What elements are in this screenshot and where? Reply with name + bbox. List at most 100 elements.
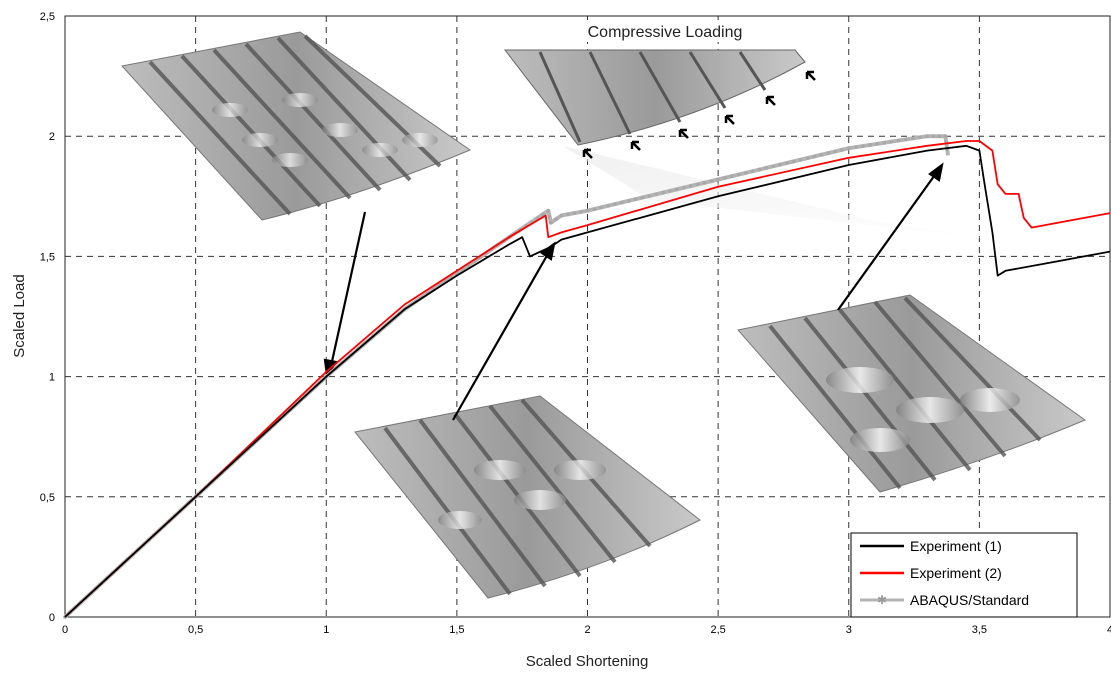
abaqus-marker [792,159,796,164]
arrow-to-point-1 [329,211,367,367]
annotation-bg [570,20,766,42]
abaqus-marker [647,194,652,198]
abaqus-marker [925,134,929,138]
abaqus-marker [661,190,665,195]
abaqus-marker [546,208,551,213]
abaqus-marker [819,153,824,157]
legend-label-experiment-2: Experiment (2) [910,565,1002,581]
compressive-loading-label: Compressive Loading [588,24,743,41]
load-arrows-icon [582,70,816,159]
y-tick-label: 0,5 [40,492,55,504]
abaqus-marker [918,135,922,140]
abaqus-marker [547,214,552,219]
y-tick-labels: 0 0,5 1 1,5 2 2,5 [40,11,55,624]
y-tick-label: 1 [49,372,55,384]
abaqus-marker [579,210,583,214]
series-line-experiment-1 [64,144,1111,618]
abaqus-marker [896,138,901,143]
abaqus-marker [889,139,894,144]
x-tick-label: 1,5 [449,624,464,636]
abaqus-marker [757,167,762,172]
abaqus-marker [572,211,577,215]
abaqus-marker [931,134,935,138]
y-tick-label: 0 [49,612,55,624]
abaqus-marker [730,174,734,178]
abaqus-marker [743,171,748,175]
abaqus-marker [904,137,908,142]
abaqus-marker [688,184,693,188]
abaqus-marker [826,151,830,155]
x-tick-label: 3,5 [972,624,987,636]
legend: Experiment (1) Experiment (2) ✱ ABAQUS/S… [850,532,1078,618]
series-layer [63,134,1111,619]
abaqus-marker [785,161,789,165]
arrow-to-point-3 [837,171,938,311]
abaqus-marker [702,181,707,185]
abaqus-marker [750,169,755,173]
abaqus-marker [911,136,915,141]
abaqus-marker [627,199,631,203]
abaqus-marker [640,195,645,200]
abaqus-marker [764,166,769,170]
x-tick-labels: 0 0,5 1 1,5 2 2,5 3 3,5 4 [62,624,1111,636]
abaqus-marker [675,187,679,192]
abaqus-marker [812,154,817,159]
x-axis-title: Scaled Shortening [526,653,649,670]
abaqus-marker [778,162,782,167]
arrow-head-icon [928,162,944,182]
abaqus-marker [854,145,858,149]
y-tick-label: 2 [49,131,55,143]
abaqus-marker [840,148,844,152]
x-tick-label: 2 [584,624,590,636]
y-tick-label: 1,5 [40,251,55,263]
abaqus-marker [654,192,659,197]
abaqus-marker [599,205,604,210]
legend-label-experiment-1: Experiment (1) [910,538,1002,554]
abaqus-marker [868,143,872,147]
abaqus-marker [716,177,720,182]
x-tick-label: 3 [846,624,852,636]
x-tick-label: 4 [1107,624,1111,636]
x-tick-label: 0,5 [188,624,203,636]
panel-image-compressive-loading [503,49,1000,240]
abaqus-marker [771,164,775,169]
abaqus-marker [633,197,638,201]
abaqus-marker [585,208,590,213]
y-axis-title: Scaled Load [11,274,28,357]
abaqus-marker [847,146,851,150]
abaqus-marker [554,217,558,221]
abaqus-marker [606,204,610,208]
abaqus-marker [592,207,597,211]
abaqus-marker [695,182,700,187]
series-line-experiment-2 [64,140,1111,618]
abaqus-marker [620,200,624,205]
x-tick-label: 2,5 [710,624,725,636]
abaqus-marker [723,176,727,180]
abaqus-marker [566,212,570,217]
abaqus-marker [559,213,564,218]
abaqus-marker [709,179,714,183]
panel-image-collapse [737,294,1087,493]
panel-image-initial-buckling [121,31,472,221]
x-tick-label: 1 [323,624,329,636]
abaqus-marker [882,141,887,145]
legend-label-abaqus: ABAQUS/Standard [910,592,1029,608]
pointer-arrows [323,162,944,421]
abaqus-marker [613,202,617,206]
abaqus-marker [549,220,553,225]
abaqus-marker [737,172,741,177]
abaqus-marker [833,149,837,154]
panel-image-post-buckling [354,395,701,599]
legend-marker-abaqus: ✱ [877,593,887,607]
abaqus-marker [861,144,865,148]
abaqus-marker [540,212,545,217]
arrow-to-point-2 [452,251,550,421]
abaqus-marker [805,156,810,160]
plot-frame [64,15,1111,618]
abaqus-marker [682,185,686,190]
x-tick-label: 0 [62,624,68,636]
y-tick-label: 2,5 [40,11,55,23]
abaqus-marker [943,134,948,138]
abaqus-marker [668,189,672,193]
